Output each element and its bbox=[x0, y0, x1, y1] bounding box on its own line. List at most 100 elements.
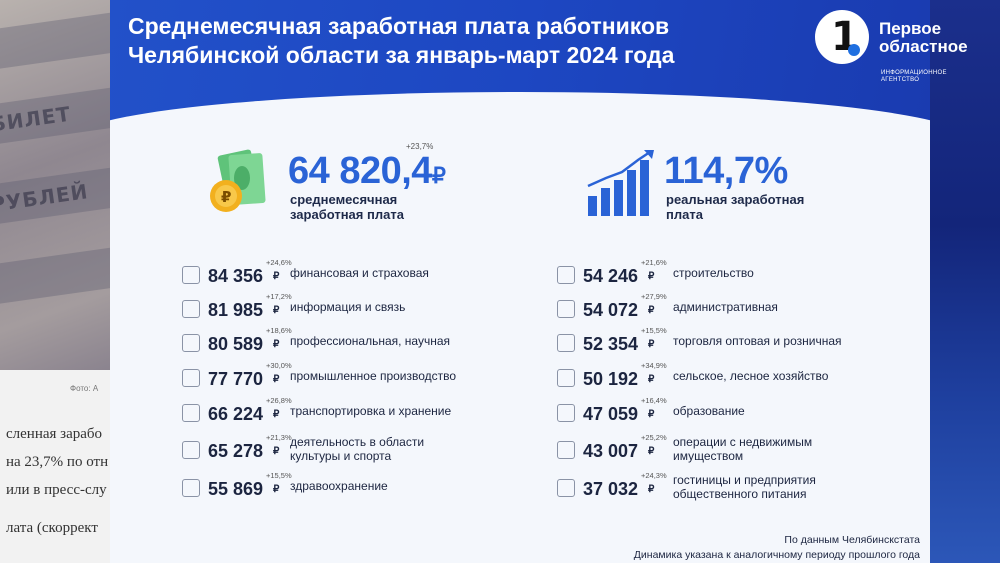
industry-label: профессиональная, научная bbox=[290, 334, 451, 348]
salary-change: +27,9% bbox=[641, 292, 667, 301]
salary-value: 81 985 bbox=[208, 300, 264, 320]
background-right bbox=[930, 0, 1000, 563]
salary-change: +24,6% bbox=[266, 258, 292, 267]
industry-label: транспортировка и хранение bbox=[290, 404, 452, 418]
logo: 1 Первое областное ИНФОРМАЦИОННОЕ АГЕНТС… bbox=[815, 10, 995, 90]
network-icon bbox=[182, 300, 200, 318]
logo-mark: 1 bbox=[815, 10, 869, 64]
industry-label: сельское, лесное хозяйство bbox=[673, 369, 829, 383]
infographic-card: Среднемесячная заработная плата работник… bbox=[110, 0, 930, 563]
salary-row: 55 869 ₽ +15,5% здравоохранение bbox=[182, 471, 542, 505]
industry-label: административная bbox=[673, 300, 778, 314]
salary-value: 66 224 bbox=[208, 404, 264, 424]
currency-sign: ₽ bbox=[273, 409, 280, 420]
svg-text:₽: ₽ bbox=[221, 188, 231, 206]
shop-icon bbox=[557, 334, 575, 352]
average-salary: 64 820,4₽ bbox=[288, 150, 446, 192]
real-salary: 114,7% bbox=[664, 150, 788, 192]
background-photo: БИЛЕТ РУБЛЕЙ Фото: А сленная зарабо на 2… bbox=[0, 0, 110, 563]
article-line: сленная зарабо bbox=[6, 426, 103, 442]
article-line: или в пресс-слу bbox=[6, 482, 107, 498]
banknote: РУБЛЕЙ bbox=[0, 164, 110, 226]
currency-sign: ₽ bbox=[273, 305, 280, 316]
article-line: лата (скоррект bbox=[6, 520, 98, 536]
hotel-icon bbox=[557, 479, 575, 497]
industry-label: операции с недвижимым имуществом bbox=[673, 435, 813, 463]
house-icon bbox=[557, 441, 575, 459]
salary-row: 66 224 ₽ +26,8% транспортировка и хранение bbox=[182, 396, 542, 430]
salary-change: +17,2% bbox=[266, 292, 292, 301]
factory-icon bbox=[182, 369, 200, 387]
industry-label: финансовая и страховая bbox=[290, 266, 429, 280]
industry-label: образование bbox=[673, 404, 745, 418]
salary-row: 54 072 ₽ +27,9% административная bbox=[557, 292, 917, 326]
salary-row: 54 246 ₽ +21,6% строительство bbox=[557, 258, 917, 292]
books-icon bbox=[557, 404, 575, 422]
salary-change: +21,3% bbox=[266, 433, 292, 442]
currency-sign: ₽ bbox=[648, 446, 655, 457]
salary-row: 80 589 ₽ +18,6% профессиональная, научная bbox=[182, 326, 542, 360]
tractor-icon bbox=[557, 369, 575, 387]
salary-value: 65 278 bbox=[208, 441, 264, 461]
industry-label: информация и связь bbox=[290, 300, 406, 314]
truck-icon bbox=[182, 404, 200, 422]
finance-icon bbox=[182, 266, 200, 284]
sport-icon bbox=[182, 441, 200, 459]
currency-sign: ₽ bbox=[273, 271, 280, 282]
logo-name: Первое областное bbox=[879, 19, 968, 56]
currency-sign: ₽ bbox=[648, 374, 655, 385]
salary-change: +16,4% bbox=[641, 396, 667, 405]
salary-row: 84 356 ₽ +24,6% финансовая и страховая bbox=[182, 258, 542, 292]
salary-value: 37 032 bbox=[583, 479, 639, 499]
salary-change: +34,9% bbox=[641, 361, 667, 370]
article-line: на 23,7% по отн bbox=[6, 454, 109, 470]
salary-change: +15,5% bbox=[266, 471, 292, 480]
industry-label: промышленное производство bbox=[290, 369, 457, 383]
photo-caption: Фото: А bbox=[70, 384, 99, 393]
salary-row: 52 354 ₽ +15,5% торговля оптовая и рознична… bbox=[557, 326, 917, 360]
infographic-title: Среднемесячная заработная плата работник… bbox=[128, 13, 675, 68]
currency-sign: ₽ bbox=[273, 339, 280, 350]
currency-sign: ₽ bbox=[648, 409, 655, 420]
source-note: По данным Челябинскстата Динамика указан… bbox=[633, 534, 920, 561]
currency-sign: ₽ bbox=[648, 271, 655, 282]
salary-row: 43 007 ₽ +25,2% операции с недвижимым имущес… bbox=[557, 433, 917, 467]
currency-sign: ₽ bbox=[273, 374, 280, 385]
currency-sign: ₽ bbox=[648, 305, 655, 316]
banknote: БИЛЕТ bbox=[0, 84, 110, 146]
salary-change: +21,6% bbox=[641, 258, 667, 267]
money-icon: ₽ bbox=[210, 149, 266, 212]
industry-label: гостиницы и предприятия общественного пит… bbox=[673, 473, 816, 501]
industry-label: здравоохранение bbox=[290, 479, 388, 493]
article-snippet: Фото: А сленная зарабо на 23,7% по отн и… bbox=[0, 370, 110, 563]
salary-change: +15,5% bbox=[641, 326, 667, 335]
currency-sign: ₽ bbox=[648, 484, 655, 495]
currency-sign: ₽ bbox=[648, 339, 655, 350]
banknote bbox=[0, 244, 110, 306]
salary-value: 52 354 bbox=[583, 334, 639, 354]
logo-subtitle: ИНФОРМАЦИОННОЕ АГЕНТСТВО bbox=[881, 70, 947, 83]
salary-value: 54 072 bbox=[583, 300, 639, 320]
banknote bbox=[0, 9, 110, 71]
salary-row: 77 770 ₽ +30,0% промышленное производство bbox=[182, 361, 542, 395]
salary-change: +18,6% bbox=[266, 326, 292, 335]
industry-label: торговля оптовая и розничная bbox=[673, 334, 842, 348]
average-label: среднемесячная заработная плата bbox=[290, 192, 404, 222]
building-icon bbox=[557, 300, 575, 318]
salary-value: 43 007 bbox=[583, 441, 639, 461]
salary-value: 77 770 bbox=[208, 369, 264, 389]
salary-change: +25,2% bbox=[641, 433, 667, 442]
real-label: реальная заработная плата bbox=[666, 192, 805, 222]
salary-row: 65 278 ₽ +21,3% деятельность в области культ… bbox=[182, 433, 542, 467]
salary-value: 47 059 bbox=[583, 404, 639, 424]
salary-change: +30,0% bbox=[266, 361, 292, 370]
salary-change: +24,3% bbox=[641, 471, 667, 480]
salary-row: 81 985 ₽ +17,2% информация и связь bbox=[182, 292, 542, 326]
salary-row: 37 032 ₽ +24,3% гостиницы и предприятия обще… bbox=[557, 471, 917, 505]
salary-value: 55 869 bbox=[208, 479, 264, 499]
industry-label: строительство bbox=[673, 266, 754, 280]
industry-label: деятельность в области культуры и спорта bbox=[290, 435, 425, 463]
salary-value: 54 246 bbox=[583, 266, 639, 286]
salary-value: 50 192 bbox=[583, 369, 639, 389]
atom-icon bbox=[182, 334, 200, 352]
